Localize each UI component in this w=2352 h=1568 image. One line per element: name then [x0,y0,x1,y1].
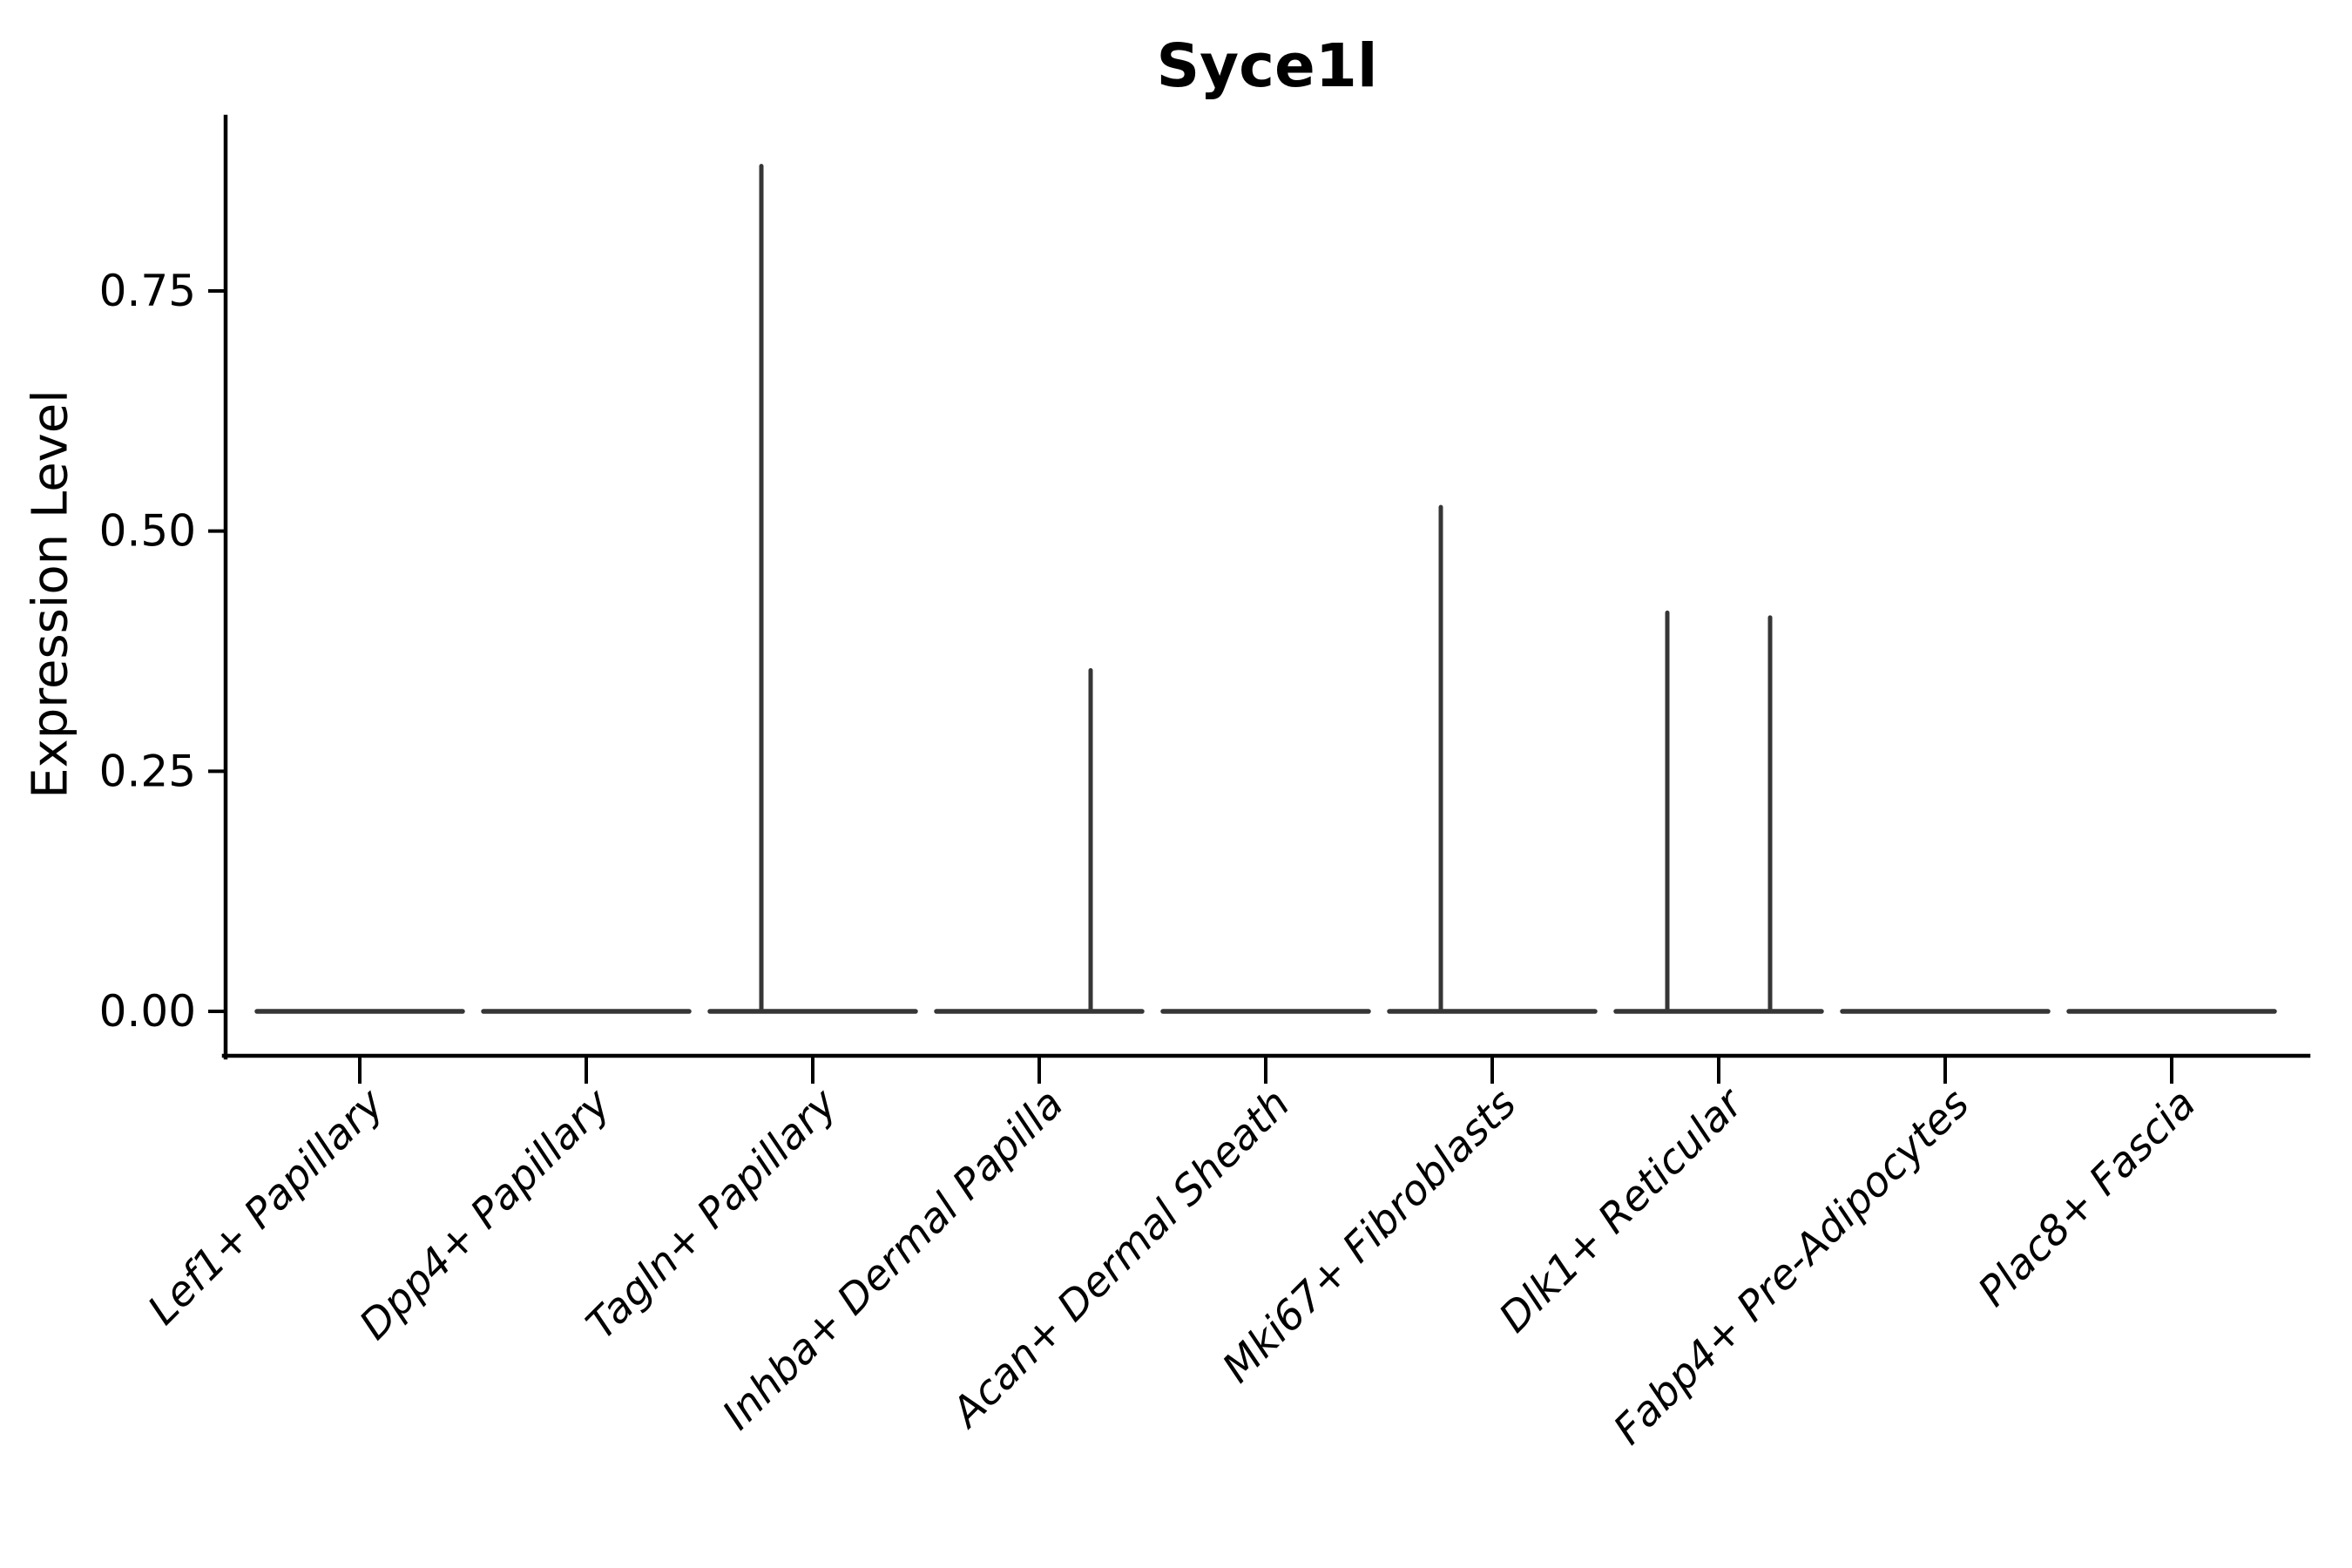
x-tick-label: Fabp4+ Pre-Adipocytes [1605,1080,1978,1454]
x-tick-label: Dpp4+ Papillary [350,1079,620,1349]
y-tick-label: 0.50 [99,506,196,557]
y-tick-label: 0.00 [99,986,196,1037]
y-axis-label: Expression Level [22,389,79,799]
y-tick-label: 0.75 [99,266,196,316]
chart-title: Syce1l [1156,31,1378,101]
x-tick-label: Dlk1+ Reticular [1490,1078,1754,1342]
y-tick-label: 0.25 [99,746,196,796]
x-tick-label: Plac8+ Fascia [1969,1080,2205,1316]
x-tick-label: Tagln+ Papillary [578,1079,848,1349]
x-tick-label: Lef1+ Papillary [139,1079,394,1335]
